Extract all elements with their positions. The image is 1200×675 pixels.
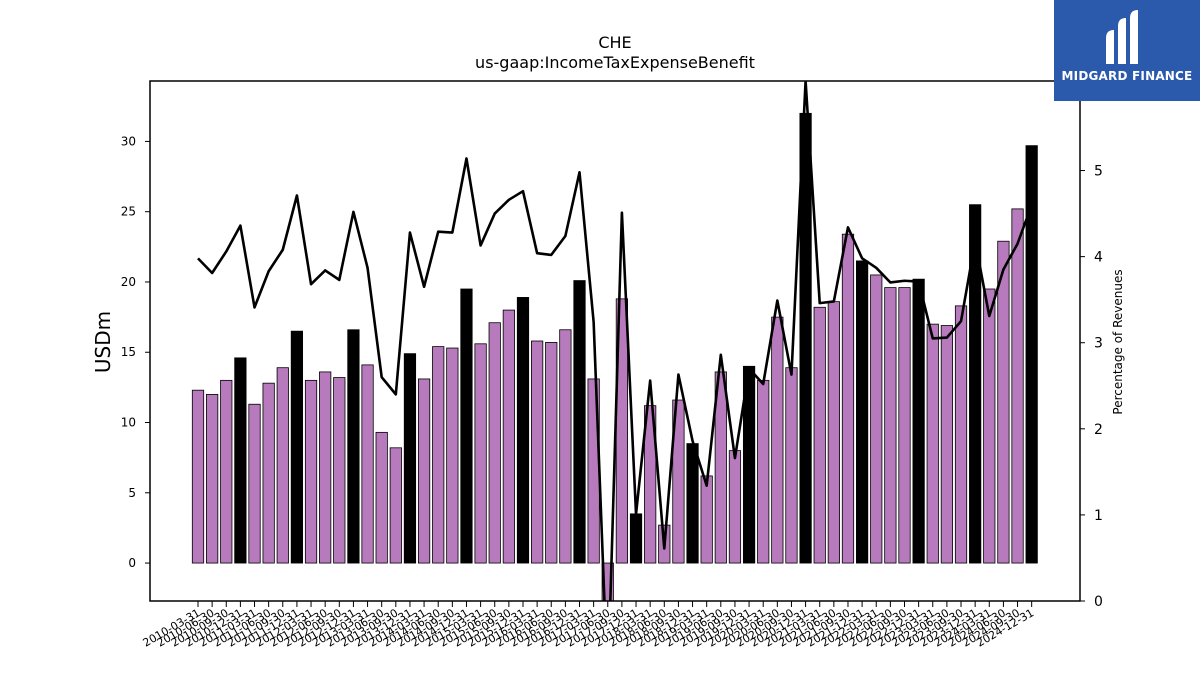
bar [926, 323, 939, 564]
bar [856, 260, 869, 564]
left-tick-label: 25 [121, 205, 136, 219]
bar [234, 357, 247, 564]
bar [276, 367, 289, 564]
logo-text: MIDGARD FINANCE [1061, 69, 1193, 83]
bar [319, 371, 332, 564]
bar [389, 447, 402, 564]
midgard-finance-logo: MIDGARD FINANCE [1054, 0, 1200, 101]
bar [220, 379, 233, 564]
bar [361, 364, 374, 564]
right-axis-label: Percentage of Revenues [1111, 269, 1125, 414]
bar [460, 288, 473, 564]
bar [969, 204, 982, 564]
bar [347, 329, 360, 564]
bar [912, 278, 925, 564]
bar [559, 329, 572, 564]
bar [1011, 208, 1024, 564]
bar [785, 367, 798, 564]
revenue-percentage-line [197, 81, 1033, 601]
bar [248, 403, 261, 564]
bar [884, 287, 897, 564]
bar [545, 342, 558, 564]
bar [898, 287, 911, 564]
bar [700, 475, 713, 564]
bar [573, 280, 586, 564]
right-axis: 0 1 2 3 4 5 [1080, 164, 1103, 610]
chart-title: CHE [598, 33, 631, 52]
left-tick-label: 30 [121, 134, 136, 148]
left-tick-label: 10 [121, 416, 136, 430]
bar [601, 562, 614, 601]
left-axis-label: USDm [91, 311, 115, 373]
right-tick-label: 4 [1094, 250, 1103, 266]
left-tick-label: 15 [121, 345, 136, 359]
plot-frame [149, 80, 1081, 602]
bar [206, 394, 219, 564]
bar [262, 382, 275, 564]
bar [757, 379, 770, 564]
bar [714, 371, 727, 564]
bar [403, 353, 417, 564]
logo-mark-icon [1106, 10, 1138, 64]
left-tick-label: 5 [128, 486, 136, 500]
bar [799, 112, 812, 564]
left-tick-label: 20 [121, 275, 136, 289]
bar [446, 347, 459, 564]
bar [375, 431, 388, 564]
bar [870, 274, 883, 564]
bar [502, 309, 515, 564]
bar [474, 343, 487, 564]
bar [940, 325, 953, 564]
right-tick-label: 3 [1094, 336, 1103, 352]
bar [983, 288, 996, 564]
bar [686, 443, 699, 564]
bar [290, 330, 304, 564]
bar [997, 240, 1010, 564]
bar [333, 377, 346, 564]
bar [531, 340, 544, 564]
bar [742, 365, 756, 564]
bar [672, 399, 685, 564]
bar [304, 379, 318, 564]
right-tick-label: 0 [1094, 594, 1103, 610]
bar [644, 405, 657, 564]
right-tick-label: 5 [1094, 164, 1103, 180]
bar [629, 513, 643, 564]
bar [841, 233, 855, 564]
x-axis: 2010-03-312010-06-302010-09-302010-12-31… [141, 601, 1036, 650]
bar [954, 305, 968, 564]
line-series [197, 81, 1033, 601]
bar [417, 378, 431, 564]
left-tick-label: 0 [128, 556, 136, 570]
bar [191, 389, 205, 564]
bar [1025, 145, 1038, 564]
bar [827, 301, 840, 564]
right-tick-label: 1 [1094, 508, 1103, 524]
left-axis: 0 5 10 15 20 25 30 [121, 134, 150, 570]
bar [728, 450, 742, 564]
bar [813, 306, 826, 564]
bar [488, 322, 501, 564]
right-tick-label: 2 [1094, 422, 1103, 438]
chart-subtitle: us-gaap:IncomeTaxExpenseBenefit [475, 53, 755, 72]
bar [771, 316, 784, 564]
bar-series [191, 112, 1038, 601]
bar [432, 346, 445, 564]
bar [516, 297, 530, 564]
